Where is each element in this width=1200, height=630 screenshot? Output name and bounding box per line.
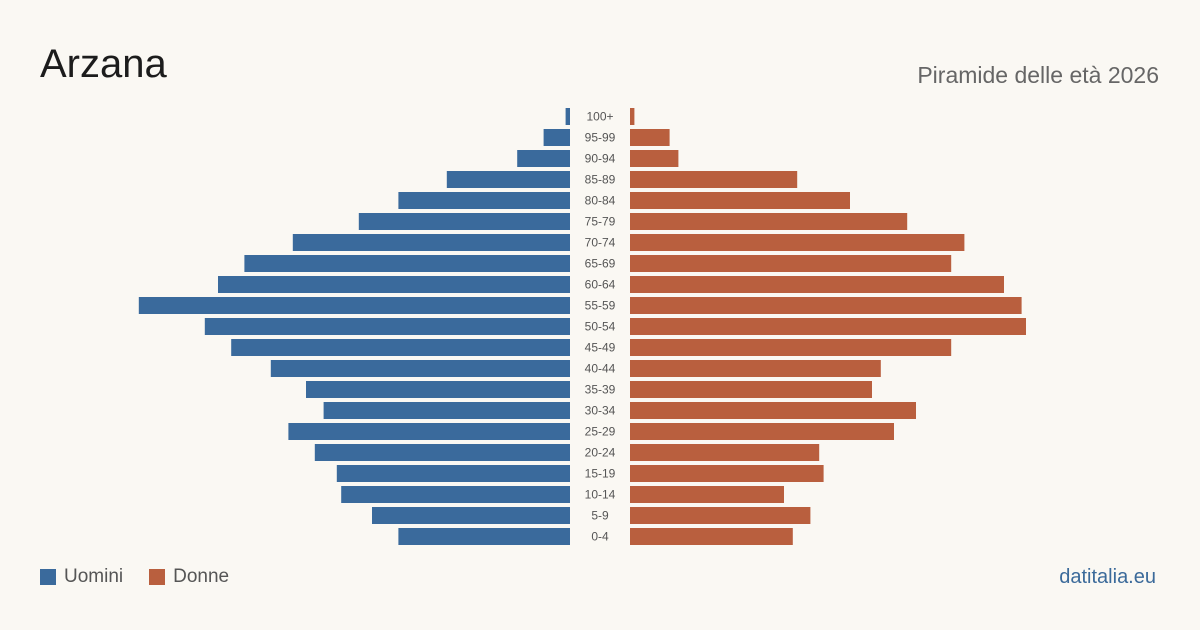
bar-women-30-34 xyxy=(630,402,916,419)
age-label-75-79: 75-79 xyxy=(585,215,616,229)
bar-men-75-79 xyxy=(358,213,570,230)
age-label-80-84: 80-84 xyxy=(585,194,616,208)
bar-women-10-14 xyxy=(630,486,784,503)
bar-women-95-99 xyxy=(630,129,670,146)
bar-men-60-64 xyxy=(218,276,570,293)
bar-women-50-54 xyxy=(630,318,1026,335)
age-label-5-9: 5-9 xyxy=(591,509,609,523)
bar-women-35-39 xyxy=(630,381,872,398)
bar-women-20-24 xyxy=(630,444,820,461)
age-label-25-29: 25-29 xyxy=(585,425,616,439)
bar-women-25-29 xyxy=(630,423,894,440)
legend-label-women: Donne xyxy=(173,566,230,587)
age-label-85-89: 85-89 xyxy=(585,173,616,187)
age-label-45-49: 45-49 xyxy=(585,341,616,355)
age-label-95-99: 95-99 xyxy=(585,131,616,145)
bar-women-45-49 xyxy=(630,339,952,356)
legend-swatch-women xyxy=(149,569,166,585)
bar-women-60-64 xyxy=(630,276,1004,293)
bar-men-45-49 xyxy=(231,339,570,356)
bar-men-80-84 xyxy=(398,192,570,209)
bar-men-0-4 xyxy=(398,528,570,545)
bar-women-90-94 xyxy=(630,150,679,167)
age-label-90-94: 90-94 xyxy=(585,152,616,166)
age-label-100+: 100+ xyxy=(586,110,613,124)
age-label-50-54: 50-54 xyxy=(585,320,616,334)
bar-men-35-39 xyxy=(306,381,570,398)
bar-men-25-29 xyxy=(288,423,570,440)
age-label-20-24: 20-24 xyxy=(585,446,616,460)
bar-women-40-44 xyxy=(630,360,881,377)
bar-men-15-19 xyxy=(336,465,570,482)
bar-women-15-19 xyxy=(630,465,824,482)
bar-women-5-9 xyxy=(630,507,811,524)
age-label-60-64: 60-64 xyxy=(585,278,616,292)
brand-link[interactable]: datitalia.eu xyxy=(1059,566,1156,588)
bar-men-100+ xyxy=(565,108,570,125)
bar-women-75-79 xyxy=(630,213,908,230)
age-label-70-74: 70-74 xyxy=(585,236,616,250)
bar-men-70-74 xyxy=(292,234,570,251)
legend-item-women: Donne xyxy=(149,566,229,588)
bar-men-90-94 xyxy=(517,150,570,167)
age-label-35-39: 35-39 xyxy=(585,383,616,397)
bar-men-10-14 xyxy=(341,486,570,503)
bar-women-85-89 xyxy=(630,171,798,188)
age-label-55-59: 55-59 xyxy=(585,299,616,313)
bar-women-55-59 xyxy=(630,297,1022,314)
bar-men-95-99 xyxy=(543,129,570,146)
page-title: Arzana xyxy=(40,42,167,86)
age-label-10-14: 10-14 xyxy=(585,488,616,502)
bar-men-50-54 xyxy=(204,318,571,335)
age-label-15-19: 15-19 xyxy=(585,467,616,481)
age-label-40-44: 40-44 xyxy=(585,362,616,376)
bar-men-40-44 xyxy=(270,360,570,377)
bar-men-20-24 xyxy=(314,444,570,461)
bar-women-65-69 xyxy=(630,255,952,272)
bar-women-100+ xyxy=(630,108,635,125)
age-label-0-4: 0-4 xyxy=(591,530,609,544)
chart-subtitle: Piramide delle età 2026 xyxy=(917,62,1159,88)
bar-men-55-59 xyxy=(138,297,571,314)
bar-men-30-34 xyxy=(323,402,570,419)
age-label-30-34: 30-34 xyxy=(585,404,616,418)
age-label-65-69: 65-69 xyxy=(585,257,616,271)
bar-women-70-74 xyxy=(630,234,965,251)
legend: Uomini Donne xyxy=(40,566,255,588)
legend-swatch-men xyxy=(40,569,56,585)
bar-men-85-89 xyxy=(446,171,570,188)
bar-men-5-9 xyxy=(372,507,570,524)
legend-label-men: Uomini xyxy=(64,566,124,587)
bar-women-80-84 xyxy=(630,192,850,209)
bar-men-65-69 xyxy=(244,255,570,272)
bar-women-0-4 xyxy=(630,528,793,545)
legend-item-men: Uomini xyxy=(40,566,123,588)
